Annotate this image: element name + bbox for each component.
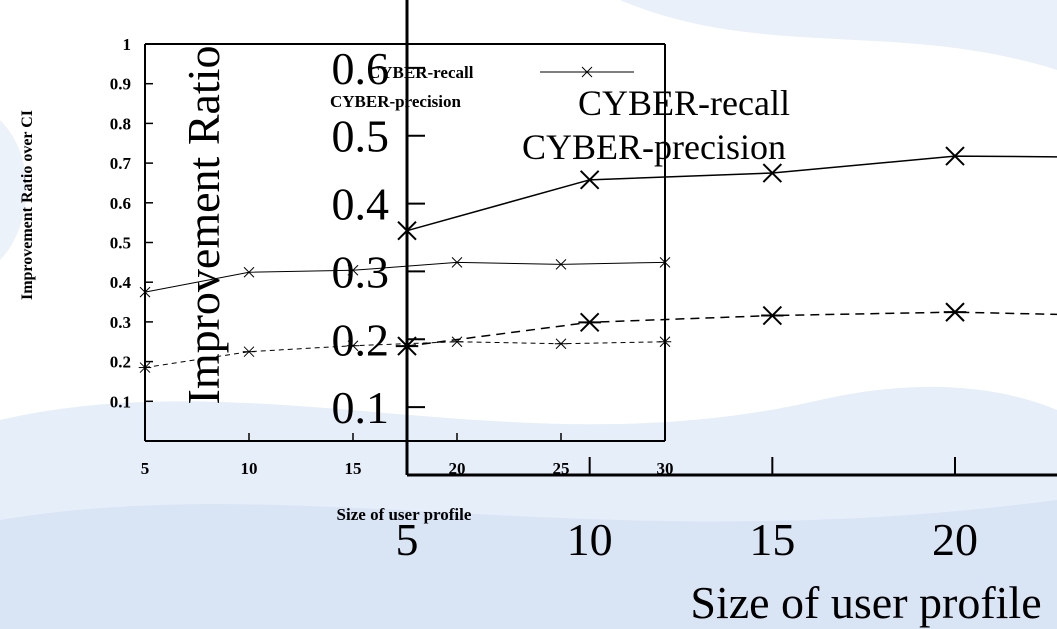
large-x-tick-label: 15	[749, 514, 795, 565]
large-data-point	[762, 163, 783, 183]
small-data-point	[555, 258, 567, 270]
large-series	[395, 146, 1057, 356]
small-y-tick-label: 0.7	[110, 154, 132, 173]
small-data-point	[138, 362, 152, 373]
small-y-tick-label: 0.2	[110, 353, 131, 372]
large-data-point	[579, 170, 600, 190]
large-data-point	[761, 305, 784, 326]
small-y-ticks: 0.1 0.2 0.3 0.4 0.5 0.6 0.7 0.8 0.9 1	[110, 35, 153, 411]
small-data-point	[658, 336, 672, 348]
large-y-axis-label: Improvement Ratio	[178, 46, 229, 405]
small-x-tick-label: 10	[241, 459, 258, 478]
small-y-tick-label: 0.4	[110, 273, 132, 292]
large-x-axis-label: Size of user profile	[690, 577, 1041, 628]
large-x-tick-label: 10	[567, 514, 613, 565]
large-data-point	[578, 312, 601, 333]
small-y-tick-label: 0.9	[110, 75, 131, 94]
large-x-tick-label: 5	[396, 514, 419, 565]
small-y-tick-label: 0.3	[110, 313, 131, 332]
large-data-point	[395, 336, 419, 356]
small-x-tick-label: 15	[345, 459, 362, 478]
small-legend-marker	[581, 66, 593, 78]
small-x-tick-label: 20	[449, 459, 466, 478]
small-data-point	[243, 266, 255, 278]
small-data-point	[346, 340, 360, 352]
small-legend-recall-marker	[581, 66, 593, 78]
large-y-tick-label: 0.1	[332, 382, 390, 433]
small-data-point	[554, 338, 568, 350]
large-y-ticks: 0.1 0.2 0.3 0.4 0.5 0.6	[332, 43, 425, 433]
large-y-tick-label: 0.5	[332, 111, 390, 162]
small-y-tick-label: 0.5	[110, 234, 131, 253]
large-y-tick-label: 0.6	[332, 43, 390, 94]
small-data-point	[451, 256, 463, 268]
large-data-point	[945, 146, 965, 166]
small-x-tick-label: 5	[141, 459, 150, 478]
large-data-point	[943, 302, 967, 322]
small-legend-precision-label: CYBER-precision	[330, 92, 462, 111]
small-legend-recall-label: CYBER-recall	[368, 63, 474, 82]
small-x-ticks: 5 10 15 20 25 30	[141, 433, 674, 478]
large-data-point	[397, 221, 417, 241]
large-x-ticks: 5 10 15 20	[396, 457, 978, 565]
small-data-point	[347, 264, 359, 276]
small-y-tick-label: 0.8	[110, 114, 131, 133]
small-data-point	[139, 286, 151, 298]
small-y-tick-label: 0.1	[110, 392, 131, 411]
small-series-line	[144, 261, 666, 293]
small-y-tick-label: 0.6	[110, 194, 131, 213]
large-y-tick-label: 0.2	[332, 314, 390, 365]
large-y-tick-label: 0.3	[332, 246, 390, 297]
small-y-axis-label: Improvement Ratio over CI	[19, 110, 36, 300]
large-y-tick-label: 0.4	[332, 179, 390, 230]
chart-large: 0.1 0.2 0.3 0.4 0.5 0.6 5 10 15 20 CYBER-recall …	[178, 0, 1057, 628]
small-x-axis-label: Size of user profile	[337, 505, 472, 524]
small-data-point	[242, 346, 256, 358]
small-y-tick-label: 1	[123, 35, 132, 54]
large-legend-precision-label: CYBER-precision	[522, 127, 786, 167]
small-x-tick-label: 25	[553, 459, 570, 478]
small-x-tick-label: 30	[657, 459, 674, 478]
large-x-tick-label: 20	[932, 514, 978, 565]
large-legend-recall-label: CYBER-recall	[578, 83, 790, 123]
small-legend: CYBER-recall CYBER-precision	[330, 63, 634, 111]
small-data-point	[659, 256, 671, 268]
